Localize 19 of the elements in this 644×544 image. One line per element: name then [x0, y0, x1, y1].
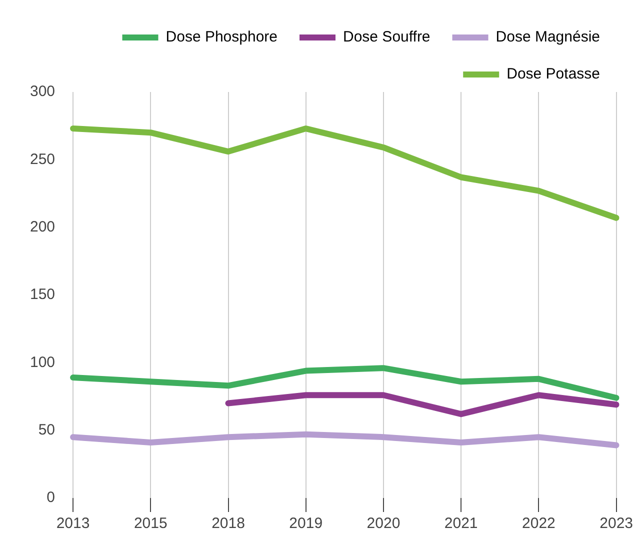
- legend-label: Dose Phosphore: [166, 28, 278, 46]
- y-tick-label: 100: [30, 354, 56, 371]
- legend-label: Dose Magnésie: [496, 28, 600, 46]
- y-tick-label: 0: [46, 489, 56, 506]
- x-tick-label: 2023: [600, 515, 634, 532]
- y-tick-label: 250: [30, 150, 56, 168]
- legend-label: Dose Potasse: [506, 66, 600, 83]
- x-tick-label: 2019: [289, 515, 323, 532]
- x-tick-label: 2020: [366, 515, 400, 532]
- y-tick-label: 300: [30, 83, 56, 100]
- y-tick-label: 200: [30, 218, 56, 236]
- y-tick-label: 150: [30, 286, 56, 304]
- y-tick-label: 50: [38, 421, 56, 438]
- legend-label: Dose Souffre: [343, 28, 430, 46]
- x-tick-label: 2013: [56, 515, 90, 532]
- x-tick-label: 2018: [212, 515, 245, 532]
- x-tick-label: 2022: [522, 515, 556, 532]
- x-tick-label: 2021: [444, 515, 478, 532]
- x-tick-label: 2015: [134, 515, 168, 532]
